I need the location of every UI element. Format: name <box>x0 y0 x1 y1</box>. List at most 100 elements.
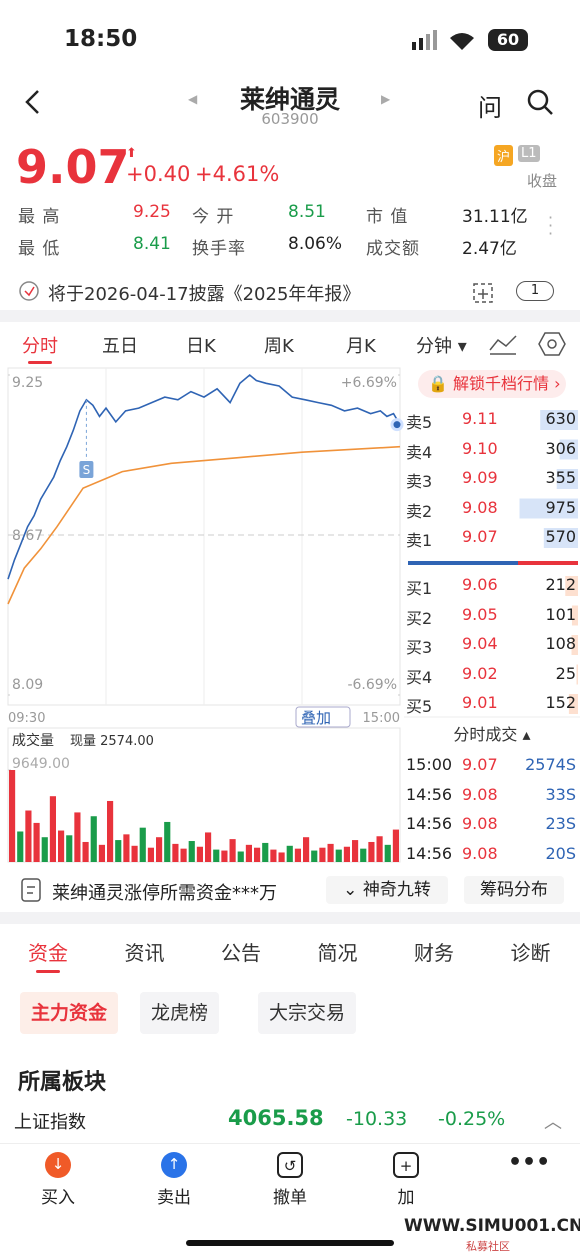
chart-tab[interactable]: 日K <box>186 336 216 357</box>
back-button[interactable] <box>22 88 46 116</box>
tab[interactable]: 简况 <box>317 941 358 965</box>
volume-bar <box>343 846 350 862</box>
section-title: 所属板块 <box>18 1070 107 1095</box>
nav-label[interactable]: 买入 <box>41 1188 75 1208</box>
book-price: 9.07 <box>462 527 498 546</box>
volume-bar <box>221 850 228 862</box>
nav-label[interactable]: 卖出 <box>157 1188 191 1208</box>
nav-label[interactable]: 撤单 <box>273 1188 307 1208</box>
book-price: 9.10 <box>462 438 498 458</box>
trade-volume: 33S <box>545 784 576 804</box>
x-label: 09:30 <box>8 711 45 726</box>
tool-button[interactable]: ⌄ 神奇九转 <box>326 876 448 904</box>
tab[interactable]: 资金 <box>28 941 68 965</box>
volume-bar <box>319 847 326 862</box>
settings-icon[interactable] <box>538 331 566 357</box>
share-icon[interactable] <box>472 280 496 304</box>
book-price: 9.05 <box>462 604 498 624</box>
stat-label: 最 高 <box>18 207 61 227</box>
index-change: -10.33 <box>346 1108 408 1130</box>
chart-tab[interactable]: 月K <box>346 336 376 357</box>
market-state: 收盘 <box>527 172 558 190</box>
level-badge[interactable]: L1 <box>518 145 540 162</box>
trade-price: 9.08 <box>462 814 498 833</box>
volume-bar <box>360 848 367 862</box>
nav-icon[interactable]: ↓ <box>45 1152 71 1178</box>
depth-bar <box>571 635 578 655</box>
volume-bar <box>213 849 220 862</box>
search-button[interactable] <box>526 88 554 116</box>
change-pct: +4.61% <box>195 162 280 186</box>
volume-bar <box>172 843 179 862</box>
limit-fund[interactable]: 莱绅通灵涨停所需资金***万 <box>52 883 277 904</box>
stat-value: 8.51 <box>288 202 326 222</box>
series-line <box>7 445 401 605</box>
doc-icon <box>21 878 41 902</box>
subtab[interactable]: 主力资金 <box>20 992 119 1034</box>
last-point <box>390 418 404 432</box>
depth-bar <box>543 528 578 548</box>
subtab[interactable]: 龙虎榜 <box>140 992 220 1034</box>
collapse[interactable]: ︿ <box>544 1112 562 1133</box>
volume-bar <box>49 796 56 862</box>
notice[interactable]: 将于2026-04-17披露《2025年年报》 <box>48 284 361 305</box>
volume-current: 现量 2574.00 <box>70 734 154 749</box>
status-icons <box>412 30 474 50</box>
y-tick-label: 9.25 <box>12 375 43 391</box>
tab[interactable]: 财务 <box>414 941 454 965</box>
notice-count[interactable]: 1 <box>516 281 554 301</box>
index-pct: -0.25% <box>438 1108 506 1130</box>
book-volume: 108 <box>545 634 576 653</box>
volume-bar <box>164 821 171 862</box>
subtab[interactable]: 大宗交易 <box>258 992 357 1034</box>
chart-tab[interactable]: 分钟 ▾ <box>416 336 467 357</box>
more[interactable]: · · · <box>548 208 554 243</box>
chart-tab[interactable]: 五日 <box>102 336 138 357</box>
nav-label[interactable]: 加 <box>397 1188 415 1208</box>
next[interactable]: ▶ <box>381 92 391 106</box>
tab[interactable]: 公告 <box>221 941 261 965</box>
depth-bar <box>556 469 578 489</box>
stat-label: 换手率 <box>192 239 246 259</box>
tab[interactable]: 诊断 <box>510 941 551 965</box>
unlock-button[interactable]: 🔒 解锁千档行情 › <box>418 370 566 398</box>
tab-indicator <box>28 361 52 364</box>
bottom-bar <box>0 1143 580 1257</box>
marker-text: S <box>83 463 91 477</box>
trade-time: 14:56 <box>406 814 453 833</box>
chart-tab[interactable]: 周K <box>264 336 294 357</box>
volume-bar <box>245 844 252 862</box>
trades-title[interactable]: 分时成交 ▴ <box>453 725 531 744</box>
notice-count-text: 1 <box>530 283 540 298</box>
tool-text: 神奇九转 <box>362 880 431 900</box>
depth-bar <box>540 410 578 430</box>
volume-bar <box>278 852 285 862</box>
book-price: 9.08 <box>462 497 498 517</box>
trade-price: 9.07 <box>462 755 498 774</box>
nav-icon[interactable]: + <box>393 1152 419 1178</box>
price: 9.07 <box>16 140 130 194</box>
chart: 9.25 8.67 8.09 +6.69% -6.69% 09:30 15:00 叠加 S 成交量… <box>7 367 580 863</box>
book-price: 9.02 <box>462 663 498 683</box>
tool-button[interactable]: 筹码分布 <box>464 876 564 904</box>
trade-volume: 23S <box>545 814 576 833</box>
market-badge: 沪 <box>494 145 514 166</box>
nav-more[interactable]: ••• <box>508 1150 551 1175</box>
book-volume: 570 <box>545 527 576 546</box>
indicator-icon[interactable] <box>488 332 518 356</box>
book-label: 买3 <box>406 638 433 657</box>
depth-bar <box>519 498 578 519</box>
tab[interactable]: 资讯 <box>124 941 165 965</box>
stat-label: 最 低 <box>18 239 61 259</box>
nav-icon[interactable]: ↑ <box>161 1152 187 1178</box>
book-price: 9.09 <box>462 468 498 487</box>
nav-icon[interactable]: ↺ <box>277 1152 303 1178</box>
volume-bar <box>368 841 375 862</box>
chart-tab[interactable]: 分时 <box>22 336 58 357</box>
trade-time: 15:00 <box>406 755 453 774</box>
volume-bar <box>335 849 342 862</box>
volume-bar <box>74 812 81 862</box>
ask-button[interactable]: 问 <box>478 94 502 122</box>
prev[interactable]: ◀ <box>188 92 198 106</box>
